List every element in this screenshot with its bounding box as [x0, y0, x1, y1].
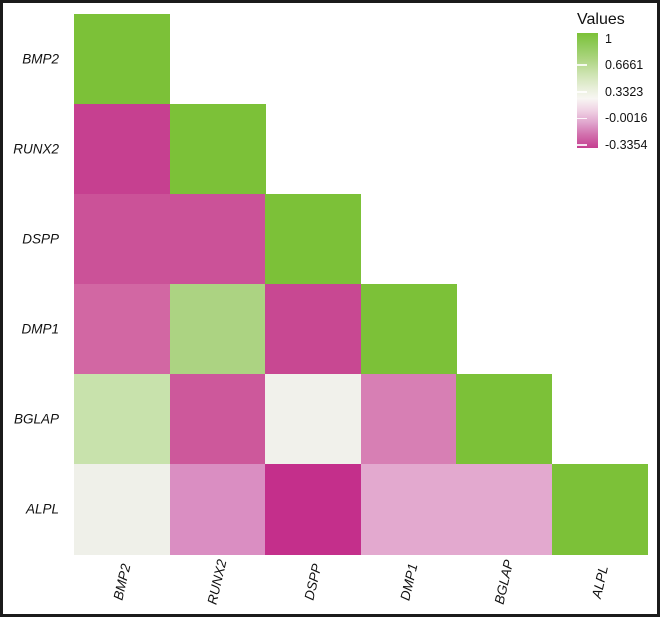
heatmap-cell: [360, 374, 457, 465]
legend-tick-label: 0.3323: [605, 84, 644, 99]
heatmap-cell: [456, 464, 553, 555]
row-label: DMP1: [21, 321, 59, 337]
heatmap-cell: [265, 464, 362, 555]
heatmap-cell: [265, 284, 362, 375]
col-label: DMP1: [397, 562, 421, 602]
row-label: RUNX2: [13, 141, 59, 157]
heatmap-cell: [74, 194, 171, 285]
row-label: ALPL: [25, 501, 59, 517]
heatmap-cell: [169, 374, 266, 465]
row-label: DSPP: [22, 231, 59, 247]
heatmap-cell: [74, 464, 171, 555]
row-label: BGLAP: [13, 411, 59, 427]
heatmap-cell: [265, 194, 362, 285]
heatmap-cell: [456, 374, 553, 465]
col-label: RUNX2: [204, 558, 230, 606]
legend-tick-label: -0.0016: [605, 111, 648, 126]
legend-tick-label: -0.3354: [605, 138, 648, 153]
legend-tick-mark: [577, 91, 587, 93]
heatmap-cell: [360, 464, 457, 555]
legend-title: Values: [577, 11, 625, 28]
legend-tick-mark: [577, 117, 587, 120]
heatmap-cell: [169, 194, 266, 285]
heatmap-cell: [74, 284, 171, 375]
heatmap-cell: [169, 464, 266, 555]
legend-tick-mark: [577, 64, 587, 66]
col-label: BMP2: [110, 562, 134, 602]
col-label: BGLAP: [491, 558, 517, 606]
legend-tick-mark: [577, 144, 587, 146]
col-label: ALPL: [588, 564, 611, 600]
heatmap-cell: [74, 104, 171, 195]
row-label: BMP2: [22, 51, 59, 67]
heatmap-cell: [265, 374, 362, 465]
heatmap-cell: [552, 464, 649, 555]
legend-tick-label: 0.6661: [605, 58, 644, 73]
col-label: DSPP: [301, 562, 325, 602]
legend-tick-label: 1: [605, 31, 612, 46]
heatmap-cell: [74, 14, 171, 105]
heatmap-cell: [169, 104, 266, 195]
heatmap-cell: [360, 284, 457, 375]
heatmap-cell: [169, 284, 266, 375]
heatmap-cell: [74, 374, 171, 465]
legend-color-bar: [577, 33, 598, 148]
